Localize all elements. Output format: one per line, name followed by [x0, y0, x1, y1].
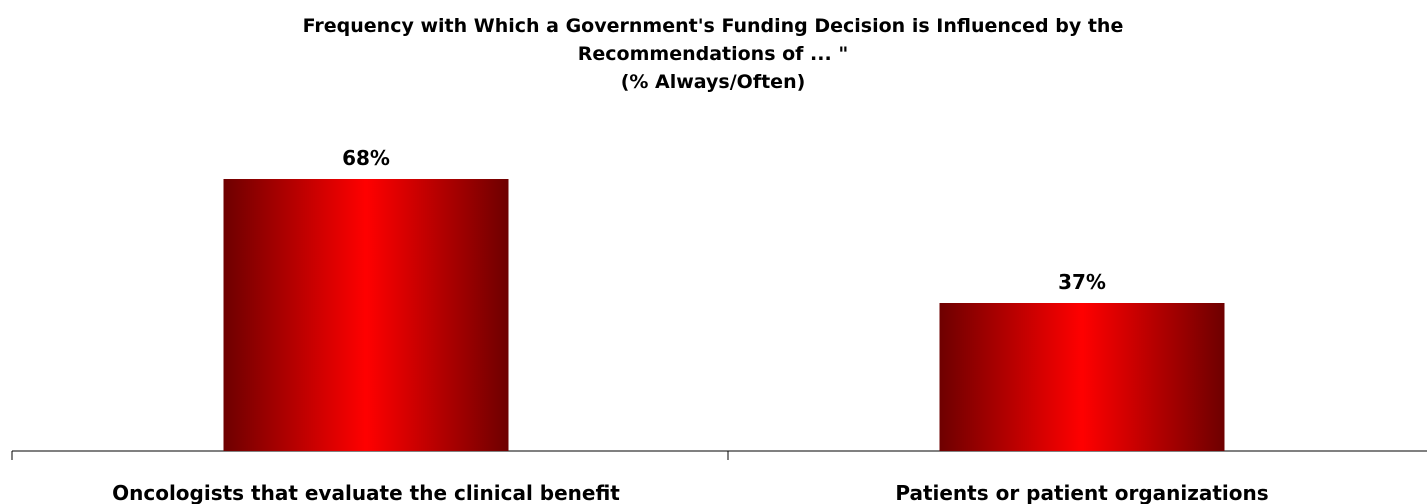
bar [223, 179, 509, 451]
x-tick-label: Patients or patient organizations [895, 481, 1268, 504]
chart-title: Frequency with Which a Government's Fund… [302, 15, 1124, 65]
value-label: 68% [342, 146, 390, 170]
title-block: Frequency with Which a Government's Fund… [213, 12, 1213, 96]
value-label: 37% [1058, 270, 1106, 294]
x-tick-label: Oncologists that evaluate the clinical b… [112, 481, 620, 504]
chart-subtitle: (% Always/Often) [620, 71, 806, 93]
bar [939, 303, 1225, 451]
